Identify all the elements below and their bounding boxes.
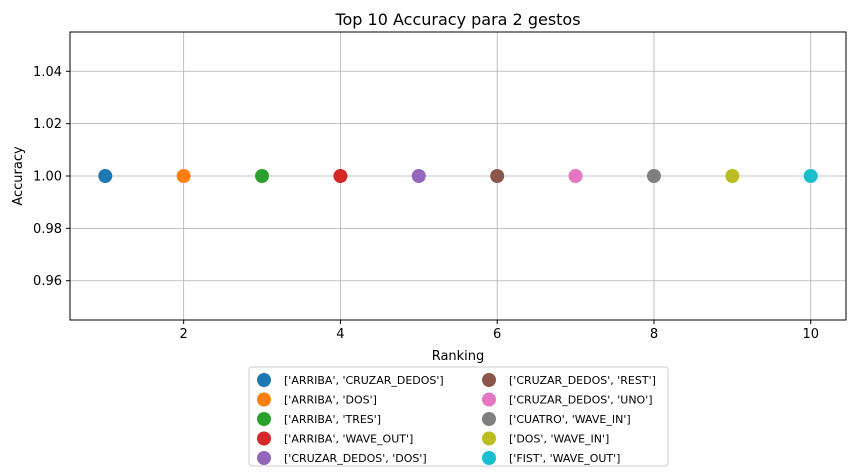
legend: ['ARRIBA', 'CRUZAR_DEDOS'] ['ARRIBA', 'DO… (248, 366, 669, 467)
legend-marker (257, 451, 271, 465)
legend-label: ['DOS', 'WAVE_IN'] (509, 433, 609, 446)
legend-marker (482, 451, 496, 465)
x-tick-label: 8 (650, 327, 658, 342)
data-point (646, 169, 661, 183)
y-axis-label: Accuracy (11, 146, 26, 206)
legend-marker (482, 392, 496, 407)
legend-label: ['CRUZAR_DEDOS', 'UNO'] (509, 394, 653, 407)
data-point (255, 169, 270, 183)
y-tick-label: 0.96 (33, 274, 62, 289)
legend-label: ['ARRIBA', 'WAVE_OUT'] (284, 433, 413, 446)
data-point (333, 169, 348, 183)
x-axis-label: Ranking (432, 349, 485, 364)
data-point (568, 169, 583, 183)
x-tick-label: 4 (336, 327, 344, 342)
legend-marker (257, 412, 271, 426)
legend-label: ['ARRIBA', 'TRES'] (284, 413, 381, 426)
data-points (98, 169, 818, 183)
legend-label: ['ARRIBA', 'CRUZAR_DEDOS'] (284, 374, 444, 387)
y-tick-label: 1.00 (33, 170, 62, 185)
legend-marker (257, 392, 271, 407)
y-tick-label: 1.04 (33, 65, 62, 80)
y-tick-label: 0.98 (33, 222, 62, 237)
data-point (490, 169, 505, 183)
x-tick-label: 10 (802, 327, 819, 342)
legend-label: ['CUATRO', 'WAVE_IN'] (509, 413, 631, 426)
data-point (803, 169, 818, 183)
legend-label: ['CRUZAR_DEDOS', 'REST'] (509, 374, 656, 387)
x-axis-ticks: 2 4 6 8 10 (180, 320, 819, 342)
legend-label: ['ARRIBA', 'DOS'] (284, 394, 377, 407)
legend-marker (482, 373, 496, 387)
data-point (725, 169, 740, 183)
legend-marker (482, 412, 496, 426)
legend-marker (257, 431, 271, 446)
legend-marker (482, 431, 496, 446)
x-tick-label: 2 (180, 327, 188, 342)
legend-frame (248, 366, 669, 467)
legend-marker (257, 373, 271, 387)
data-point (176, 169, 191, 183)
legend-label: ['CRUZAR_DEDOS', 'DOS'] (284, 452, 427, 465)
data-point (98, 169, 113, 183)
x-tick-label: 6 (493, 327, 501, 342)
data-point (411, 169, 426, 183)
y-tick-label: 1.02 (33, 117, 62, 132)
y-axis-ticks: 0.96 0.98 1.00 1.02 1.04 (33, 65, 70, 289)
chart-title: Top 10 Accuracy para 2 gestos (334, 10, 580, 29)
legend-label: ['FIST', 'WAVE_OUT'] (509, 452, 620, 465)
